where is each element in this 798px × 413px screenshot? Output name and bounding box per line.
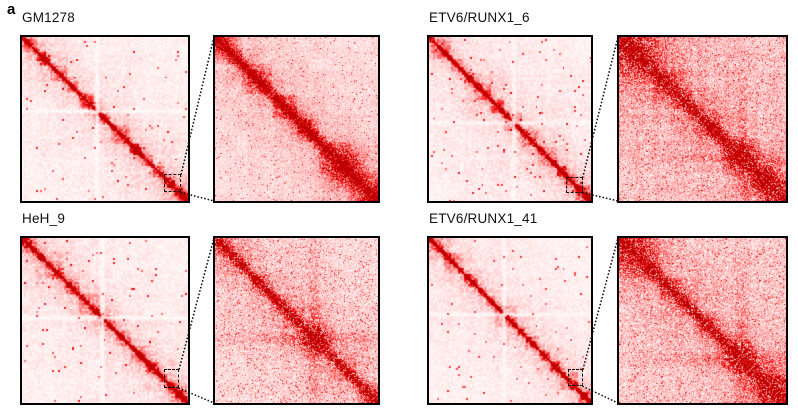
zoom-region-box <box>568 368 584 387</box>
hic-matrix-zoom-canvas <box>619 37 786 201</box>
hic-matrix-full-canvas <box>429 37 591 201</box>
hic-matrix-full <box>427 236 593 405</box>
hic-matrix-zoom <box>617 236 788 405</box>
hic-matrix-full <box>20 35 190 203</box>
hic-matrix-full-canvas <box>429 238 591 403</box>
hic-matrix-zoom <box>617 35 788 203</box>
hic-matrix-full <box>427 35 593 203</box>
hic-matrix-zoom-canvas <box>215 238 378 403</box>
sample-title: GM1278 <box>22 10 75 25</box>
sample-title: ETV6/RUNX1_41 <box>429 211 538 226</box>
hic-matrix-zoom-canvas <box>215 37 378 201</box>
hic-matrix-full-canvas <box>22 238 188 403</box>
hic-matrix-full <box>20 236 190 405</box>
sample-title: HeH_9 <box>22 211 66 226</box>
hic-matrix-zoom-canvas <box>619 238 786 403</box>
hic-matrix-zoom <box>213 35 380 203</box>
sample-title: ETV6/RUNX1_6 <box>429 10 530 25</box>
hic-matrix-zoom <box>213 236 380 405</box>
zoom-region-box <box>163 368 180 389</box>
hic-matrix-full-canvas <box>22 37 188 201</box>
zoom-region-box <box>565 177 583 193</box>
zoom-region-box <box>163 173 182 193</box>
panel-letter: a <box>7 1 16 18</box>
